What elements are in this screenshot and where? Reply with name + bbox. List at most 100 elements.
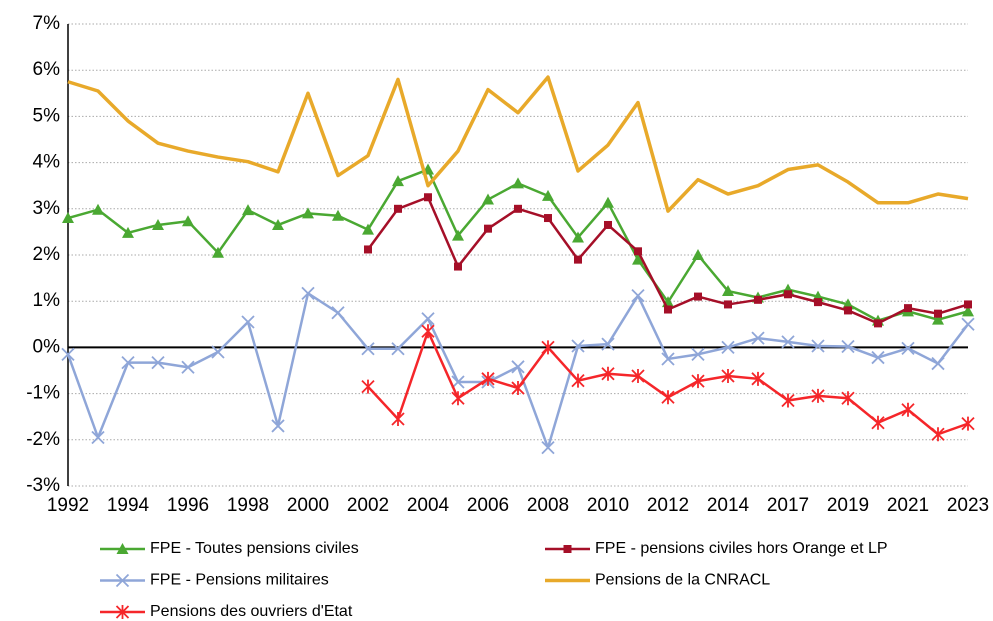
x-tick-label: 2002 bbox=[347, 495, 389, 516]
point bbox=[602, 196, 614, 208]
x-tick-label: 2023 bbox=[947, 495, 989, 516]
x-tick-label: 2017 bbox=[767, 495, 809, 516]
point bbox=[572, 231, 584, 243]
y-tick-label: 5% bbox=[33, 105, 61, 126]
point bbox=[721, 369, 735, 384]
point bbox=[722, 285, 734, 297]
point bbox=[571, 339, 585, 353]
point bbox=[664, 305, 672, 314]
series-line bbox=[67, 75, 969, 213]
point bbox=[421, 312, 435, 326]
point bbox=[421, 324, 435, 339]
point bbox=[121, 356, 135, 370]
series-line bbox=[66, 292, 969, 449]
point bbox=[331, 306, 345, 320]
point bbox=[961, 317, 975, 331]
x-tick-label: 2012 bbox=[647, 495, 689, 516]
point bbox=[871, 350, 885, 365]
point bbox=[212, 246, 224, 258]
y-tick-label: 7% bbox=[33, 13, 61, 34]
point bbox=[691, 374, 705, 389]
point bbox=[814, 298, 822, 307]
point bbox=[811, 339, 825, 353]
point bbox=[811, 388, 825, 403]
legend-label: Pensions de la CNRACL bbox=[595, 572, 770, 589]
point bbox=[62, 212, 74, 224]
y-tick-label: -2% bbox=[26, 429, 60, 450]
point bbox=[181, 360, 195, 374]
point bbox=[391, 342, 405, 356]
point bbox=[901, 341, 915, 355]
y-tick-label: -3% bbox=[26, 475, 60, 496]
x-tick-label: 2014 bbox=[707, 495, 750, 516]
point bbox=[271, 419, 285, 433]
point bbox=[392, 175, 404, 187]
point bbox=[901, 402, 915, 417]
point bbox=[511, 360, 525, 374]
y-tick-label: 2% bbox=[33, 244, 61, 265]
point bbox=[904, 304, 912, 313]
legend-marker bbox=[563, 545, 572, 553]
legend-label: FPE - Toutes pensions civiles bbox=[150, 540, 359, 557]
point bbox=[784, 290, 792, 299]
point bbox=[541, 441, 555, 455]
point bbox=[92, 203, 104, 215]
point bbox=[751, 371, 765, 386]
legend-label: FPE - pensions civiles hors Orange et LP bbox=[595, 540, 888, 557]
x-tick-label: 2006 bbox=[467, 495, 509, 516]
point bbox=[601, 337, 615, 351]
point bbox=[301, 286, 315, 300]
point bbox=[844, 306, 852, 315]
point bbox=[692, 249, 704, 260]
point bbox=[931, 356, 945, 371]
point bbox=[751, 331, 765, 345]
point bbox=[691, 347, 705, 361]
point bbox=[604, 220, 612, 229]
y-tick-label: 0% bbox=[33, 336, 61, 357]
point bbox=[451, 375, 465, 389]
point bbox=[361, 342, 375, 356]
point bbox=[661, 352, 675, 366]
point bbox=[542, 189, 554, 201]
point bbox=[332, 209, 344, 221]
point bbox=[451, 391, 465, 406]
point bbox=[241, 315, 255, 329]
point bbox=[574, 255, 582, 264]
legend-marker bbox=[115, 605, 130, 619]
x-tick-label: 2008 bbox=[527, 495, 569, 516]
point bbox=[452, 229, 464, 241]
point bbox=[302, 207, 314, 219]
x-tick-label: 2019 bbox=[827, 495, 869, 516]
point bbox=[544, 214, 552, 223]
x-tick-label: 2010 bbox=[587, 495, 629, 516]
point bbox=[661, 390, 675, 405]
point bbox=[361, 379, 375, 394]
point bbox=[61, 347, 75, 361]
point bbox=[931, 427, 945, 442]
point bbox=[91, 430, 105, 445]
y-tick-label: 6% bbox=[33, 59, 61, 80]
point bbox=[182, 215, 194, 227]
x-tick-label: 2021 bbox=[887, 495, 929, 516]
point bbox=[514, 204, 522, 213]
point bbox=[874, 319, 882, 328]
point bbox=[694, 292, 702, 301]
point bbox=[454, 262, 462, 271]
point bbox=[424, 193, 432, 202]
point bbox=[482, 193, 494, 205]
point bbox=[961, 416, 975, 431]
point bbox=[272, 218, 284, 230]
x-tick-label: 1996 bbox=[167, 495, 209, 516]
point bbox=[724, 300, 732, 309]
legend-label: FPE - Pensions militaires bbox=[150, 572, 329, 589]
point bbox=[634, 247, 642, 256]
point bbox=[781, 335, 795, 349]
point bbox=[511, 381, 525, 396]
point bbox=[151, 356, 165, 370]
point bbox=[512, 177, 524, 189]
point bbox=[962, 305, 974, 317]
point bbox=[964, 300, 972, 309]
point bbox=[934, 309, 942, 318]
y-tick-label: -1% bbox=[26, 383, 60, 404]
